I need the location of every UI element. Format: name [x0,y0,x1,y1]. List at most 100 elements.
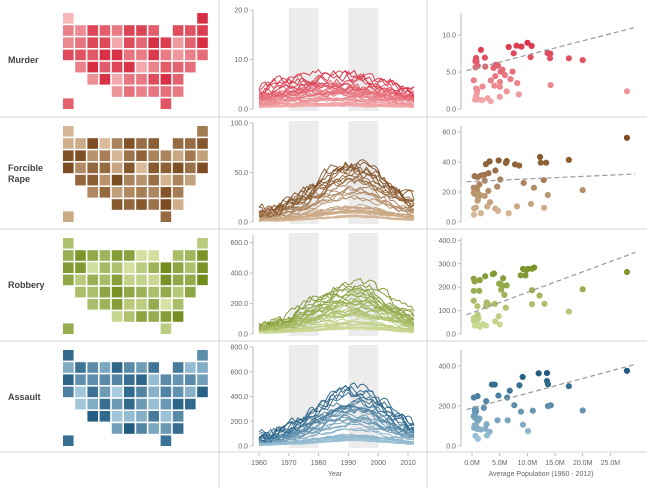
state-tile [160,174,172,186]
scatter-point [535,370,542,377]
state-tile [136,61,147,73]
scatter-point [511,402,518,409]
state-tile [172,286,184,298]
state-tile [148,299,159,310]
scatter-point [516,162,523,169]
scatter-point [479,83,486,90]
state-tile [87,162,98,174]
state-tile [124,37,135,48]
state-tile [63,262,74,273]
series-line [258,90,415,102]
state-tile [172,398,184,410]
scatter-point [473,85,480,92]
series-line [258,317,415,333]
scatter-point [482,322,490,329]
state-tile [136,262,147,273]
scatter-point [494,207,502,214]
scatter-point [579,407,586,414]
state-tile [87,286,98,298]
state-tile [99,25,111,36]
scatter-point [537,159,544,166]
state-tile [185,398,196,410]
series-line [258,395,415,439]
state-tile [160,262,172,273]
state-tile [124,250,135,261]
state-tile [124,199,135,210]
x-tick-label: 1970 [281,460,297,467]
scatter-point [482,63,489,70]
state-tile [63,162,74,174]
y-tick-label: 10.0 [234,57,248,64]
state-tile [75,250,86,261]
state-tile [136,187,147,198]
scatter-point [471,412,478,419]
scatter-point [579,187,586,194]
state-tile [63,238,74,249]
y-tick-label: 0.0 [238,332,248,339]
state-tile [99,386,111,398]
state-tile [75,374,86,385]
scatter-point [484,203,491,210]
state-tile [160,398,172,410]
series-line [258,173,415,216]
y-tick-label: 400.0 [438,238,456,245]
state-tile [136,162,147,174]
state-tile [111,86,123,97]
state-tile [148,187,159,198]
scatter-point [527,200,535,208]
state-tile [160,150,172,161]
scatter-point [471,406,479,413]
tile-map-assault [63,350,208,446]
state-tile [197,126,208,137]
x-tick-label: 15.0M [545,460,565,467]
state-tile [124,386,135,398]
state-tile [172,187,184,198]
scatter-point [491,82,498,89]
series-line [258,419,415,444]
state-tile [197,350,208,361]
y-tick-label: 100.0 [438,308,456,315]
series-line [258,86,415,101]
state-tile [99,374,111,385]
scatter-point [524,39,531,46]
state-tile [99,362,111,373]
scatter-point [623,367,631,374]
state-tile [172,86,184,97]
state-tile [148,199,159,210]
scatter-point [515,91,522,98]
scatter-point [507,76,514,83]
scatter-point [497,176,504,183]
scatter-point [496,321,503,328]
state-tile [111,362,123,373]
state-tile [148,250,159,261]
state-tile [75,386,86,398]
scatter-point [472,54,480,62]
state-tile [63,250,74,261]
y-tick-label: 0.0 [446,107,456,114]
state-tile [136,411,147,422]
state-tile [75,398,86,410]
state-tile [63,138,74,149]
state-tile [75,362,86,373]
state-tile [99,262,111,273]
scatter-point [473,423,480,430]
series-line [258,303,415,331]
scatter-point [472,432,479,440]
scatter-point [517,408,525,415]
scatter-point [530,184,538,191]
state-tile [172,362,184,373]
series-line [258,299,415,332]
state-tile [87,386,98,398]
scatter-point [483,421,490,428]
scatter-point [486,158,493,165]
state-tile [148,37,159,48]
series-line [258,194,415,218]
scatter-point [501,291,508,299]
state-tile [172,174,184,186]
state-tile [99,61,111,73]
scatter-point [470,211,478,218]
scatter-point [541,204,548,211]
scatter-point [513,42,520,49]
state-tile [172,25,184,36]
scatter-point [543,159,550,166]
